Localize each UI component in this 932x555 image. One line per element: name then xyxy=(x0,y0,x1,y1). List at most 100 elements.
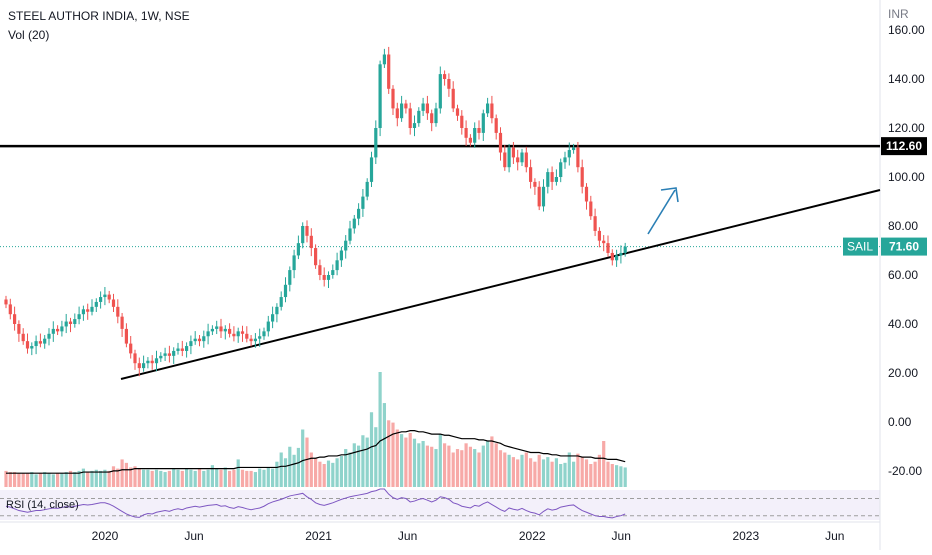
candle-body xyxy=(486,103,490,114)
volume-bar xyxy=(288,446,292,487)
candle-body xyxy=(438,74,442,109)
volume-bar xyxy=(86,472,90,487)
time-axis-label: 2022 xyxy=(519,529,546,543)
candle-body xyxy=(17,324,21,334)
candle-body xyxy=(111,299,116,307)
volume-bar xyxy=(602,441,606,487)
candle-body xyxy=(447,79,451,89)
rsi-indicator-label[interactable]: RSI (14, close) xyxy=(6,499,79,511)
candle-body xyxy=(81,309,85,315)
volume-bar xyxy=(253,472,257,487)
candle-body xyxy=(451,88,455,109)
volume-bar xyxy=(314,458,318,487)
volume-bar xyxy=(60,473,64,487)
volume-bar xyxy=(382,403,386,487)
candle-body xyxy=(193,338,197,342)
volume-bar xyxy=(103,469,107,487)
volume-bar xyxy=(541,459,546,487)
volume-bar xyxy=(73,472,77,487)
volume-bar xyxy=(283,458,288,487)
volume-bar xyxy=(142,469,146,487)
candle-body xyxy=(34,341,38,347)
volume-bar xyxy=(589,464,593,487)
candle-body xyxy=(107,294,111,300)
last-price-label: 71.60 xyxy=(889,240,919,254)
volume-bar xyxy=(206,469,210,487)
candle-body xyxy=(589,201,593,217)
candle-body xyxy=(51,328,55,334)
candle-body xyxy=(86,309,90,312)
candle-body xyxy=(185,346,189,351)
candle-body xyxy=(189,341,193,347)
resistance-price-tag xyxy=(881,137,927,156)
volume-bar xyxy=(344,449,348,487)
candle-body xyxy=(206,331,210,337)
volume-bar xyxy=(412,438,417,487)
candle-body xyxy=(25,341,30,349)
candle-body xyxy=(563,157,567,163)
candle-body xyxy=(529,167,533,182)
candle-body xyxy=(516,157,520,163)
volume-bar xyxy=(197,468,202,487)
volume-indicator-label[interactable]: Vol (20) xyxy=(8,28,50,42)
candle-body xyxy=(460,115,464,128)
candle-body xyxy=(30,346,34,349)
support-trendline xyxy=(120,189,881,380)
volume-bar xyxy=(507,454,511,487)
candle-body xyxy=(292,255,296,271)
volume-bar xyxy=(8,472,12,487)
volume-bar xyxy=(365,437,369,487)
candle-body xyxy=(400,103,404,119)
candle-body xyxy=(348,228,352,241)
candle-body xyxy=(271,314,275,322)
volume-bar xyxy=(529,458,533,487)
candle-body xyxy=(159,355,163,359)
volume-bar xyxy=(378,372,382,487)
candle-body xyxy=(546,172,550,187)
candle-body xyxy=(64,321,68,327)
candle-body xyxy=(584,186,589,202)
volume-bar xyxy=(176,469,180,487)
time-axis-label: Jun xyxy=(184,529,203,543)
price-axis-tick: 60.00 xyxy=(888,268,918,282)
volume-bar xyxy=(309,452,313,487)
volume-bar xyxy=(520,454,524,487)
volume-bar xyxy=(266,467,270,487)
volume-bar xyxy=(610,464,614,487)
volume-bar xyxy=(593,461,597,487)
volume-bar xyxy=(43,472,47,487)
candle-body xyxy=(142,363,146,369)
candle-body xyxy=(554,177,558,182)
candle-body xyxy=(559,162,563,177)
price-axis-tick: 160.00 xyxy=(888,23,925,37)
volume-bar xyxy=(180,470,184,487)
candle-body xyxy=(507,147,511,168)
candle-body xyxy=(464,128,468,138)
candle-body xyxy=(335,260,339,271)
volume-bar xyxy=(511,457,515,487)
candle-body xyxy=(623,246,627,253)
candle-body xyxy=(232,333,236,337)
volume-bar xyxy=(503,452,507,487)
symbol-tag-label: SAIL xyxy=(847,240,873,254)
volume-bar xyxy=(223,467,227,487)
candle-body xyxy=(473,128,477,143)
candle-body xyxy=(219,326,223,332)
volume-bar xyxy=(447,445,451,487)
projection-arrow-shaft xyxy=(647,189,676,235)
candle-body xyxy=(580,167,584,187)
volume-bar xyxy=(99,470,103,487)
volume-bar xyxy=(236,459,240,487)
candle-body xyxy=(68,321,73,324)
candle-body xyxy=(73,319,77,324)
candle-body xyxy=(378,64,382,128)
resistance-price-label: 112.60 xyxy=(886,139,922,153)
volume-bar xyxy=(137,468,141,487)
candle-body xyxy=(176,348,180,351)
volume-bar xyxy=(425,445,429,487)
candle-body xyxy=(619,252,623,256)
volume-bar xyxy=(490,436,494,487)
candle-body xyxy=(365,181,369,197)
